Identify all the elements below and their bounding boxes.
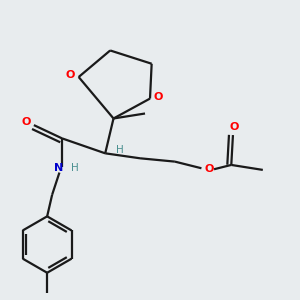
Text: O: O bbox=[154, 92, 163, 102]
Text: O: O bbox=[22, 118, 31, 128]
Text: O: O bbox=[204, 164, 213, 174]
Text: H: H bbox=[116, 145, 124, 155]
Text: N: N bbox=[54, 163, 63, 173]
Text: O: O bbox=[229, 122, 239, 132]
Text: O: O bbox=[66, 70, 75, 80]
Text: H: H bbox=[71, 163, 79, 173]
